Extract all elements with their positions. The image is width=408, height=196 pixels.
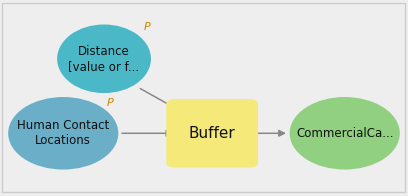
Ellipse shape xyxy=(57,24,151,93)
Text: Buffer: Buffer xyxy=(189,126,235,141)
Text: P: P xyxy=(107,98,113,108)
Text: P: P xyxy=(144,22,150,33)
FancyBboxPatch shape xyxy=(166,99,258,168)
Ellipse shape xyxy=(290,97,400,170)
Text: Distance
[value or f...: Distance [value or f... xyxy=(69,45,140,73)
Text: Human Contact
Locations: Human Contact Locations xyxy=(17,119,109,147)
Text: CommercialCa...: CommercialCa... xyxy=(296,127,393,140)
Ellipse shape xyxy=(8,97,118,170)
